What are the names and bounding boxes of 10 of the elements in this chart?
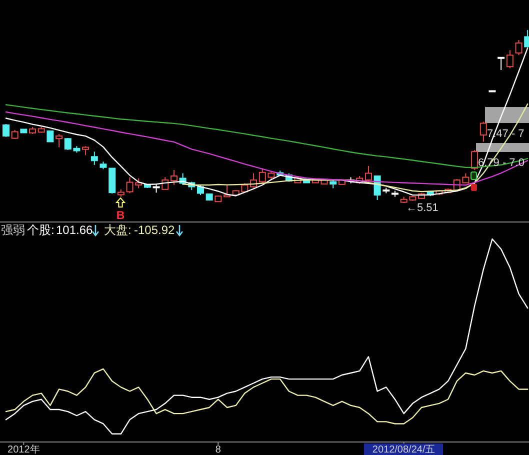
x-tick-label: 8: [215, 444, 222, 455]
text: 大盘:: [104, 223, 132, 237]
x-tick-label: 2012/08/24/五: [372, 444, 436, 455]
x-tick-label: 2012年: [8, 444, 40, 455]
chart-title: 强弱: [1, 223, 25, 237]
text: 个股:: [27, 223, 54, 237]
annotation: ←5.51: [406, 202, 438, 214]
text: B: [116, 210, 125, 222]
text: -105.92: [134, 223, 176, 237]
text: 101.66: [56, 223, 94, 237]
